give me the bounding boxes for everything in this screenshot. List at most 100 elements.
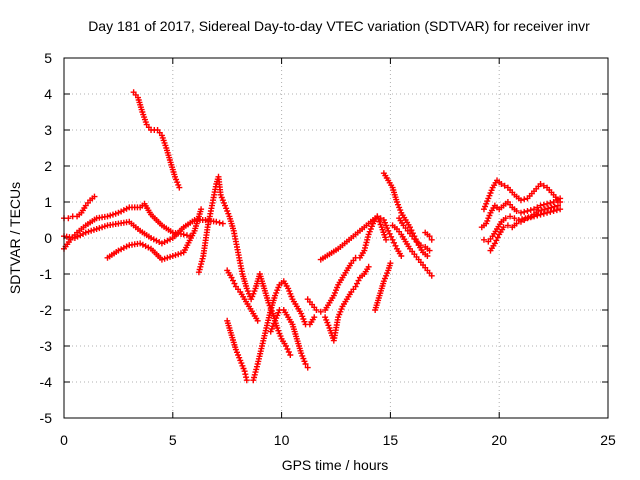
data-point (517, 218, 524, 225)
data-point (538, 207, 545, 214)
y-tick-label: -5 (40, 410, 53, 426)
data-point (521, 217, 528, 223)
data-point (537, 202, 544, 209)
data-point (365, 263, 372, 270)
data-point (175, 251, 182, 258)
data-point (82, 229, 89, 236)
y-tick-label: 0 (44, 230, 52, 246)
data-point (534, 204, 541, 211)
data-point (176, 184, 183, 191)
data-point (220, 199, 227, 206)
data-point (428, 236, 435, 243)
y-axis-label: SDTVAR / TECUs (7, 182, 23, 294)
y-tick-label: 4 (44, 86, 52, 102)
grid-layer (64, 58, 608, 418)
data-point (480, 236, 487, 243)
data-point (502, 215, 509, 222)
data-point (535, 208, 542, 214)
data-point (313, 307, 320, 313)
data-point (524, 215, 531, 222)
data-point (167, 253, 174, 260)
y-tick-label: 1 (44, 194, 52, 210)
data-point (554, 202, 561, 209)
y-tick-label: 2 (44, 158, 52, 174)
data-point (383, 236, 390, 243)
data-point (198, 206, 205, 213)
data-point (302, 361, 309, 367)
data-point (517, 197, 524, 204)
data-point (398, 253, 405, 259)
data-point (242, 371, 249, 378)
data-point (85, 228, 92, 235)
x-tick-label: 0 (60, 432, 68, 448)
data-point (517, 209, 524, 216)
plot-border (63, 57, 609, 419)
data-point (513, 208, 520, 214)
x-axis-label: GPS time / hours (282, 457, 389, 473)
data-point (169, 253, 176, 259)
data-point (164, 254, 171, 261)
data-point (287, 352, 294, 358)
data-point (527, 207, 534, 214)
data-point (483, 220, 490, 227)
x-tick-label: 25 (600, 432, 616, 448)
points-layer (61, 89, 564, 384)
data-point (107, 212, 114, 219)
data-point (537, 181, 544, 187)
data-point (99, 224, 106, 231)
data-point (424, 253, 431, 259)
data-point (213, 218, 220, 225)
data-point (93, 226, 100, 232)
data-point (101, 223, 108, 230)
y-tick-label: -2 (40, 302, 53, 318)
data-point (364, 234, 371, 241)
data-point (396, 204, 403, 211)
data-point (547, 208, 554, 215)
data-point (426, 247, 433, 254)
data-point (88, 227, 95, 234)
data-point (557, 195, 564, 202)
y-tick-label: -3 (40, 338, 53, 354)
data-point (551, 203, 558, 210)
data-point (541, 206, 548, 213)
data-point (540, 201, 547, 208)
data-point (540, 182, 547, 189)
data-point (216, 219, 223, 226)
data-point (112, 210, 119, 217)
data-point (304, 364, 311, 371)
data-point (547, 199, 554, 206)
data-point (426, 233, 433, 240)
data-point (524, 208, 531, 214)
data-point (177, 250, 184, 257)
data-point (527, 214, 534, 221)
x-tick-label: 20 (491, 432, 507, 448)
data-point (377, 215, 384, 222)
data-point (183, 232, 190, 239)
data-point (511, 215, 518, 222)
data-point (241, 368, 248, 375)
data-point (161, 255, 168, 262)
data-point (90, 226, 97, 233)
y-tick-label: -4 (40, 374, 53, 390)
data-point (180, 231, 187, 238)
data-point (311, 314, 318, 321)
data-point (544, 200, 551, 207)
data-point (534, 212, 541, 219)
data-point (544, 209, 551, 216)
chart-title: Day 181 of 2017, Sidereal Day-to-day VTE… (88, 18, 590, 34)
data-point (387, 260, 394, 267)
data-point (531, 213, 538, 220)
data-point (501, 182, 508, 189)
data-point (537, 211, 544, 218)
data-point (550, 199, 557, 205)
data-point (507, 213, 514, 220)
data-point (109, 211, 116, 218)
data-point (500, 224, 507, 231)
data-point (219, 220, 226, 227)
x-tick-label: 5 (169, 432, 177, 448)
data-point (96, 225, 103, 232)
data-point (374, 213, 381, 220)
data-point (417, 242, 424, 249)
data-point (498, 181, 505, 187)
